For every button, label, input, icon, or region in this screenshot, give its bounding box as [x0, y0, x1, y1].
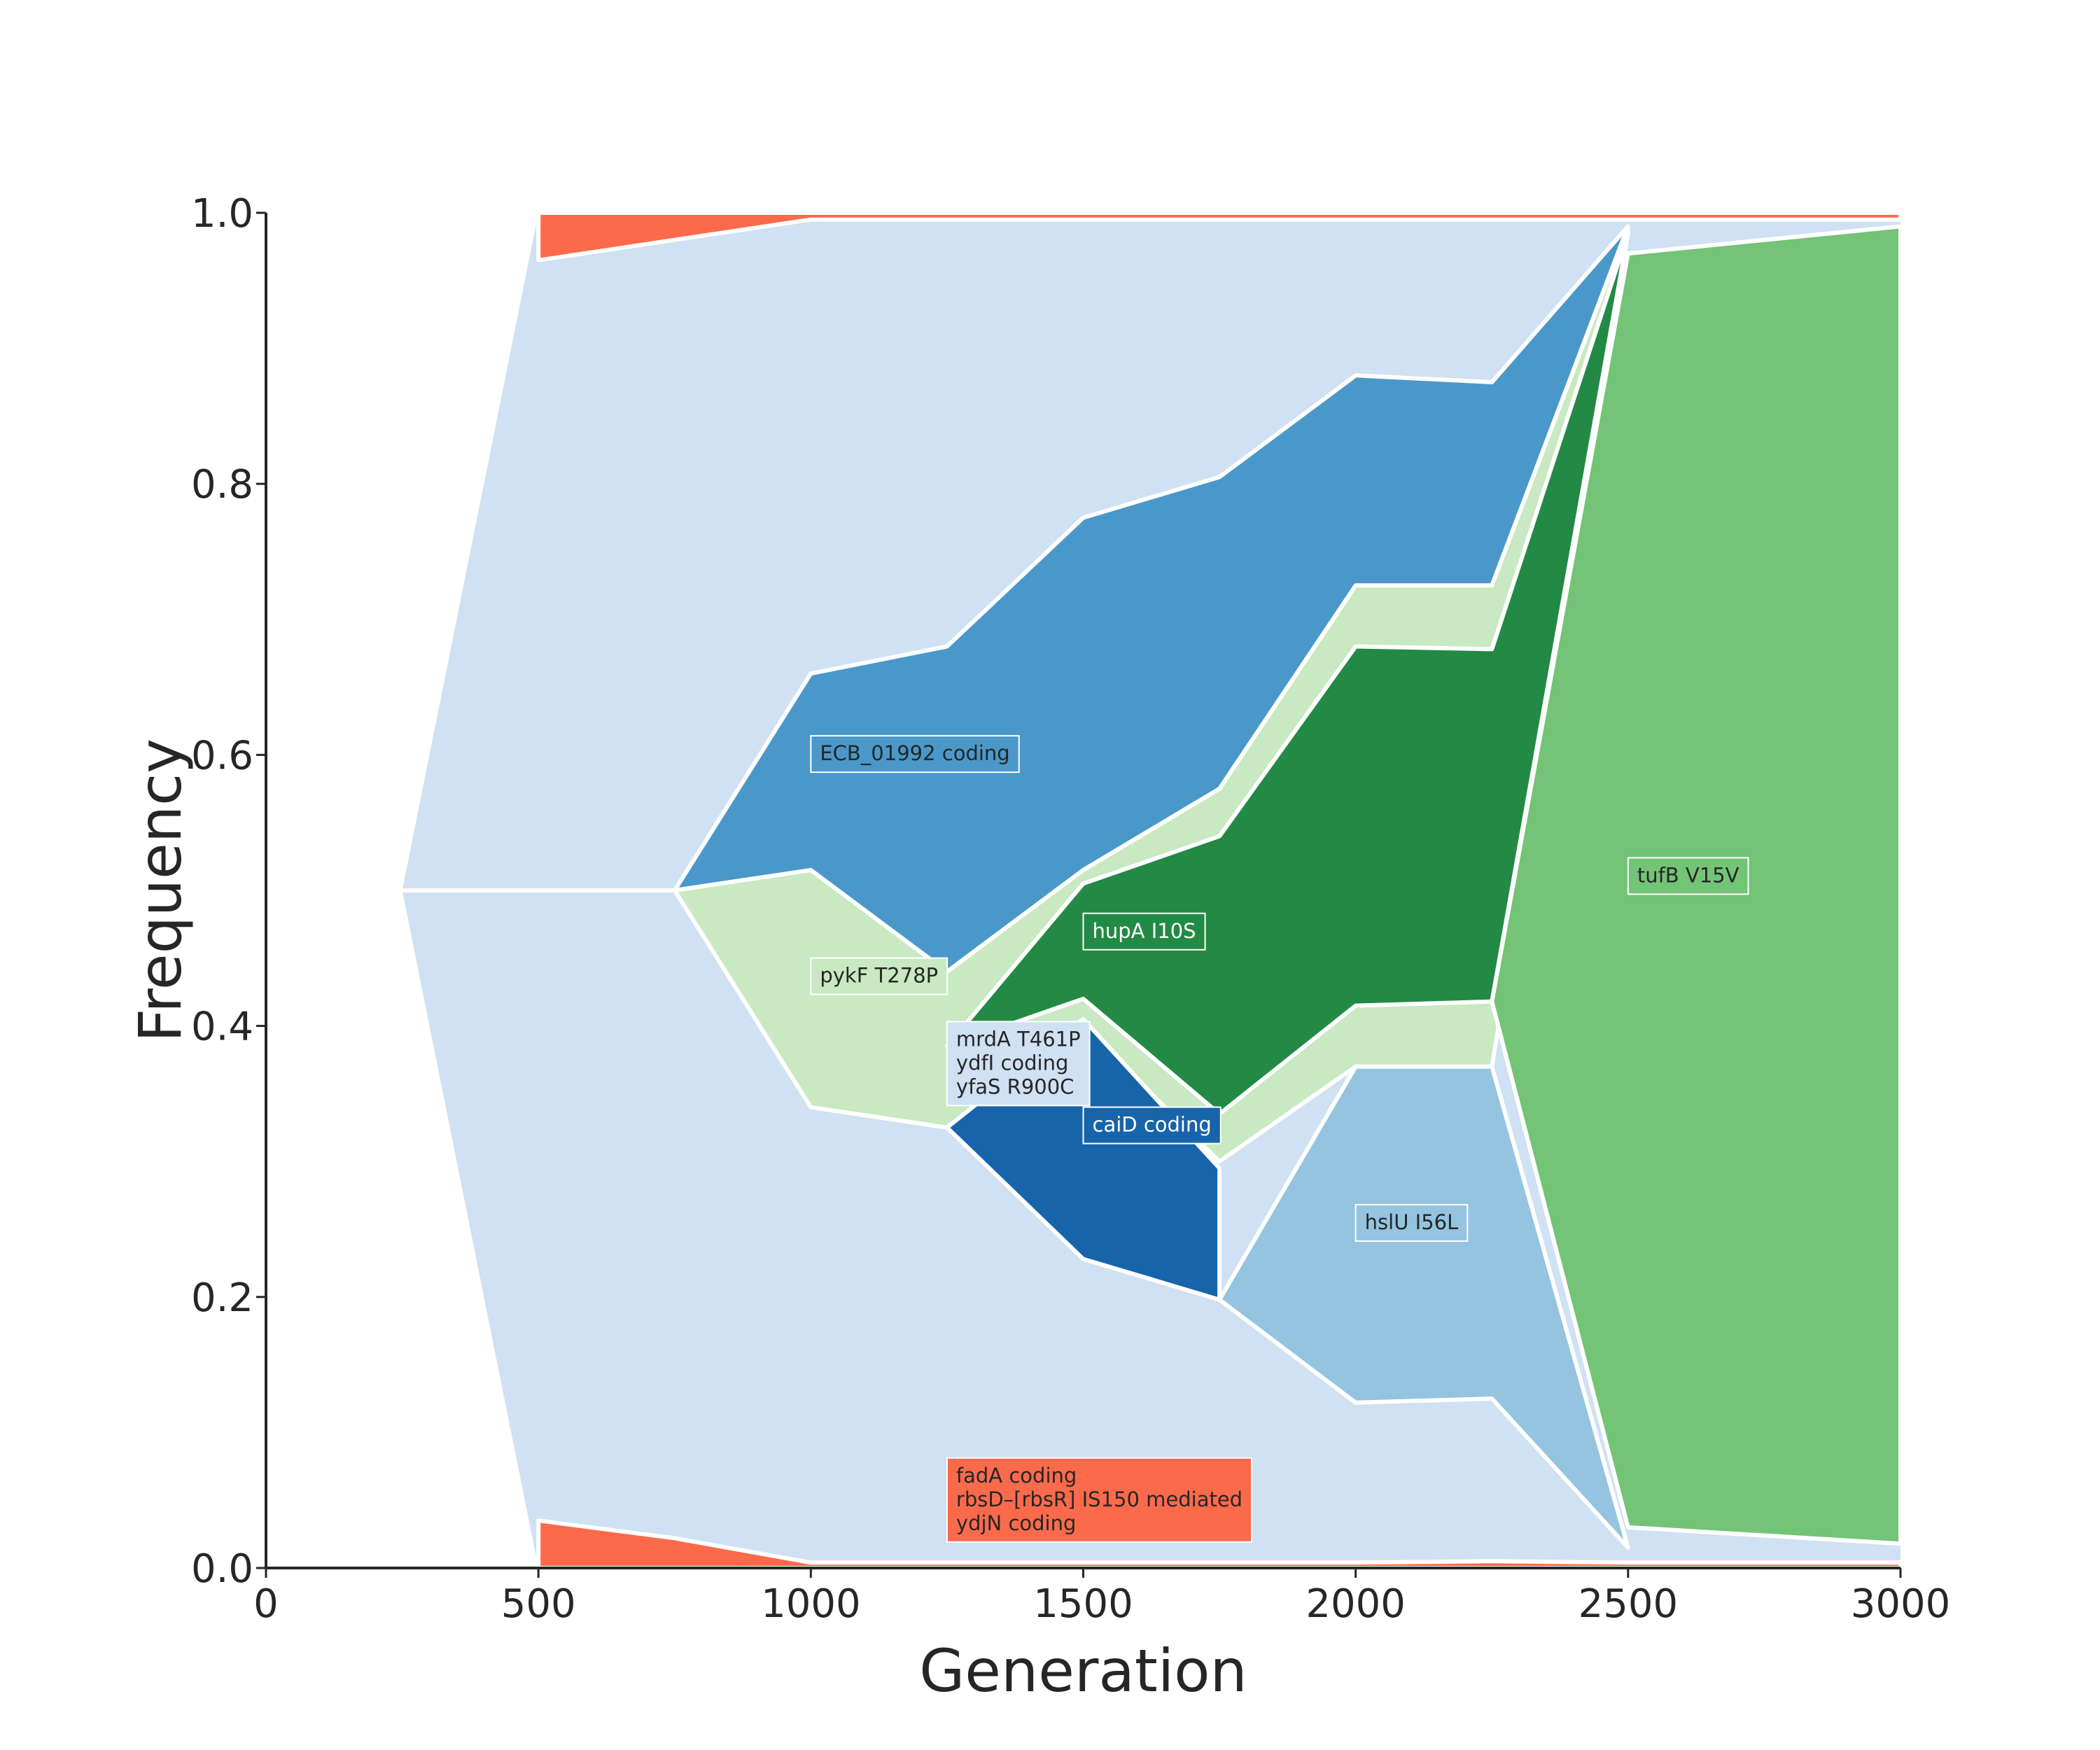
axes: 0.0 0.2 0.4 0.6 0.8 1.0 0 500 1000 1500 2000 2500 30…	[191, 191, 1950, 1627]
x-tick-label: 1500	[1033, 1581, 1133, 1627]
y-tick-label: 0.2	[191, 1275, 253, 1321]
annotation-line: yfaS R900C	[956, 1074, 1074, 1098]
annotation-box	[1627, 857, 1749, 895]
annotation-box	[810, 957, 948, 995]
x-tick-label: 1000	[761, 1581, 861, 1627]
annotation-line: ydfI coding	[956, 1051, 1069, 1074]
annotation-1: pykF T278P	[810, 957, 948, 995]
annotation-line: mrdA T461P	[956, 1027, 1081, 1051]
annotation-box	[1082, 912, 1206, 951]
x-tick-label: 500	[501, 1581, 576, 1627]
y-axis-title: Frequency	[126, 738, 195, 1042]
annotation-line: fadA coding	[956, 1464, 1077, 1488]
annotation-5: hslU I56L	[1354, 1204, 1469, 1242]
y-tick-label: 0.4	[191, 1004, 253, 1050]
x-tick-label: 3000	[1851, 1581, 1951, 1627]
annotation-6: tufB V15V	[1627, 857, 1749, 895]
annotation-2: hupA I10S	[1082, 912, 1206, 951]
annotation-line: rbsD–[rbsR] IS150 mediated	[956, 1488, 1242, 1511]
genotype-labels: ECB_01992 coding pykF T278P hupA I10S mrdA …	[810, 735, 1749, 1543]
annotation-box	[810, 735, 1020, 774]
x-tick-label: 0	[253, 1581, 279, 1627]
annotation-box	[946, 1021, 1091, 1107]
y-tick-label: 0.6	[191, 733, 253, 778]
annotation-line: tufB V15V	[1637, 863, 1740, 887]
series-area-6	[1217, 1064, 1630, 1550]
x-tick-label: 2000	[1306, 1581, 1406, 1627]
annotation-line: hslU I56L	[1365, 1210, 1459, 1234]
annotation-line: pykF T278P	[820, 964, 938, 988]
annotation-box	[1082, 1106, 1222, 1144]
annotation-line: ydjN coding	[956, 1511, 1076, 1535]
x-tick-label: 2500	[1578, 1581, 1679, 1627]
x-axis-title: Generation	[919, 1637, 1247, 1705]
annotation-0: ECB_01992 coding	[810, 735, 1020, 774]
series-area-0	[536, 211, 1903, 262]
annotation-box	[1354, 1204, 1469, 1242]
genotype-areas	[402, 211, 1903, 1570]
annotation-box	[946, 1457, 1253, 1543]
series-area-4	[944, 231, 1630, 1116]
annotation-4: caiD coding	[1082, 1106, 1222, 1144]
annotation-line: caiD coding	[1093, 1113, 1212, 1137]
y-tick-label: 0.8	[191, 462, 253, 507]
annotation-line: ECB_01992 coding	[820, 741, 1009, 765]
y-tick-label: 0.0	[191, 1546, 253, 1592]
annotation-line: hupA I10S	[1093, 919, 1196, 943]
y-tick-label: 1.0	[191, 191, 253, 237]
